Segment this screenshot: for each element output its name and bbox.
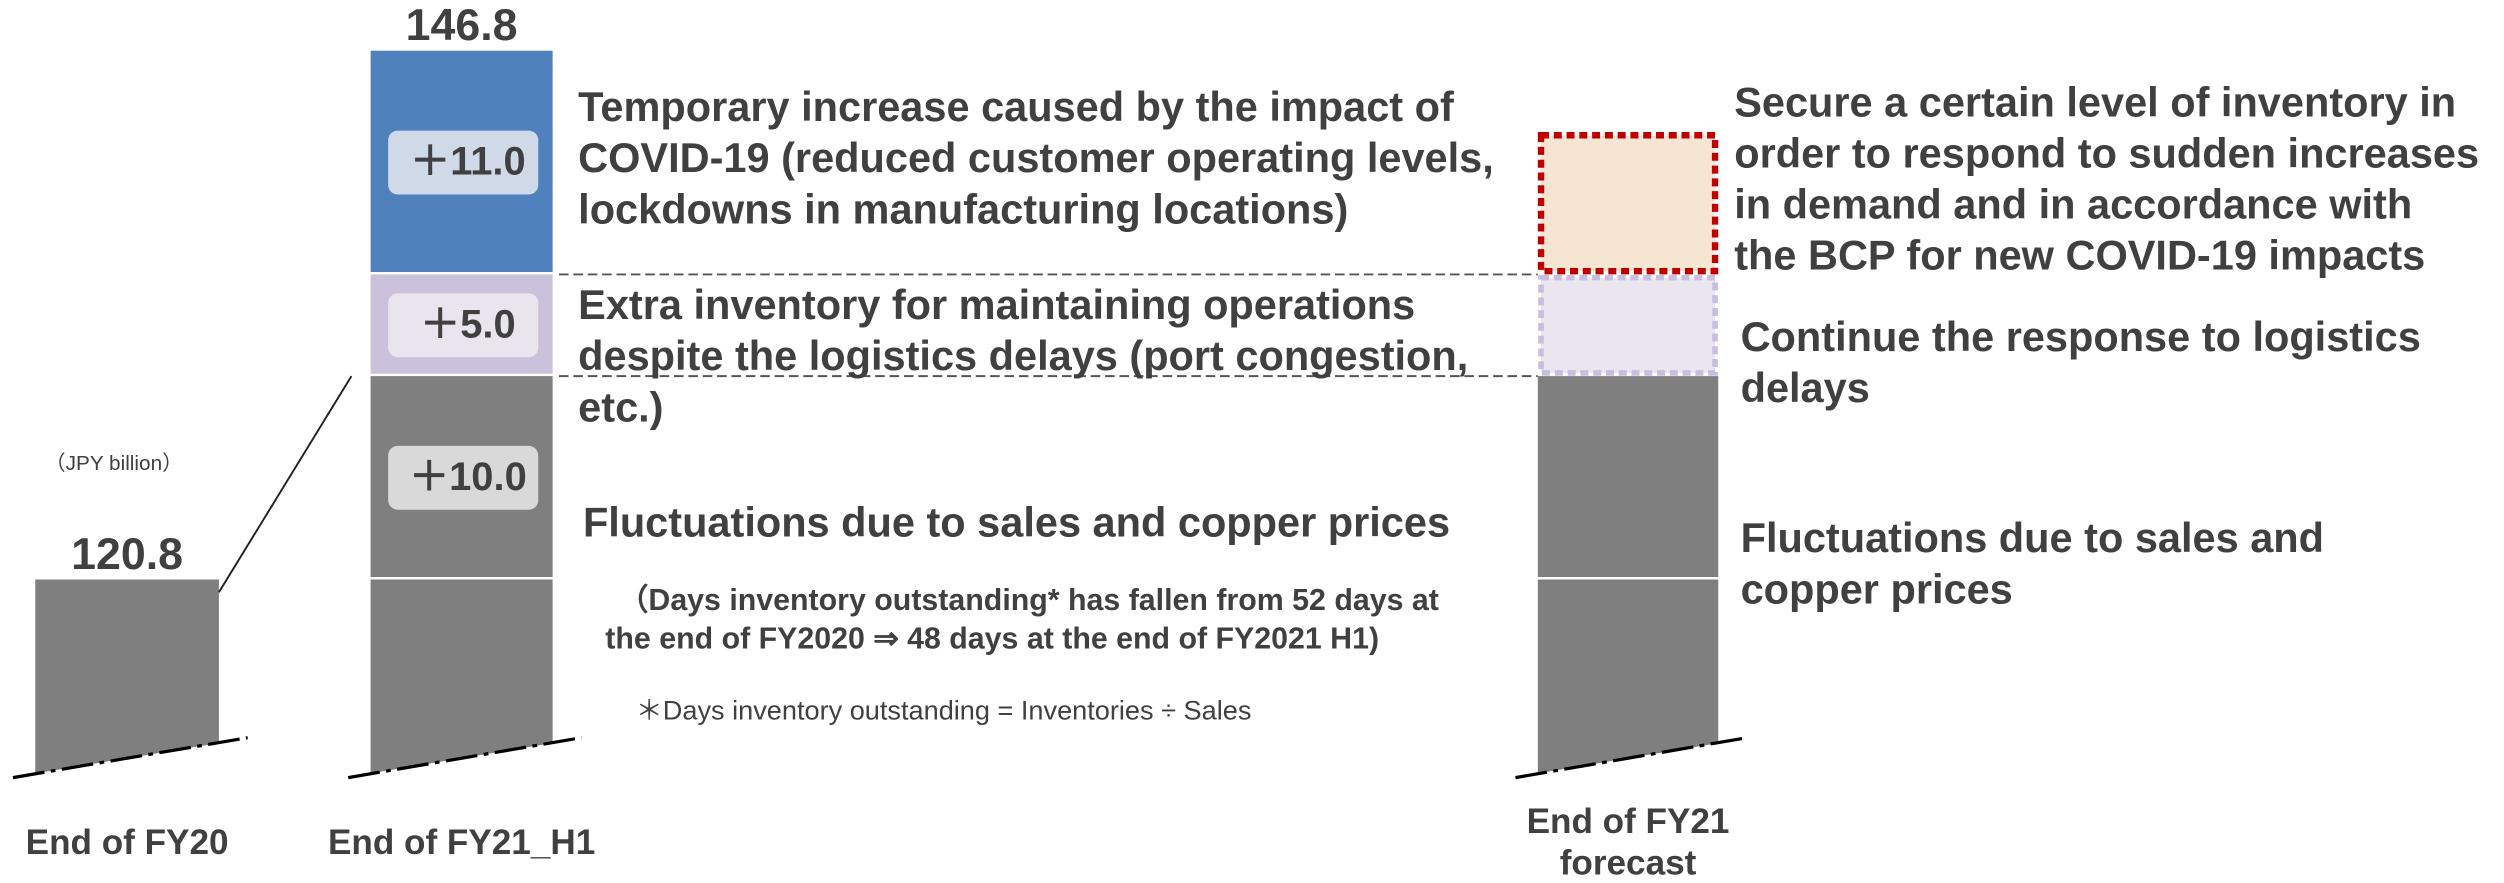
annotation: copper prices	[1741, 565, 2013, 612]
value-label-box	[388, 130, 539, 195]
connector	[218, 375, 353, 593]
annotation: （Days inventory outstanding* has fallen …	[618, 583, 1439, 617]
total-label: 120.8	[71, 530, 183, 579]
value-label: ＋11.0	[410, 140, 525, 184]
unit-label: （JPY billion）	[45, 452, 183, 475]
bar-segment	[1537, 132, 1719, 275]
value-label: ＋10.0	[409, 455, 527, 499]
axis-break-mask	[1502, 736, 1760, 807]
axis-break	[12, 736, 248, 780]
total-label: 146.8	[406, 1, 518, 50]
value-label-box	[388, 445, 539, 510]
annotation: delays	[1741, 364, 1870, 411]
annotation: ＊Days inventory outstanding = Inventorie…	[636, 694, 1252, 725]
annotation: the end of FY2020 ⇒ 48 days at the end o…	[605, 622, 1379, 655]
axis-break	[1515, 736, 1748, 780]
bar-segment	[1538, 274, 1718, 376]
value-label: ＋5.0	[420, 302, 515, 346]
annotation: Temporary increase caused by the impact …	[578, 83, 1454, 130]
annotation: despite the logistics delays (port conge…	[578, 332, 1468, 379]
annotation: the BCP for new COVID-19 impacts	[1734, 232, 2425, 279]
axis-break-mask	[335, 736, 595, 807]
annotation: etc.)	[578, 383, 663, 430]
annotation: Continue the response to logistics	[1741, 313, 2421, 360]
annotation: COVID-19 (reduced customer operating lev…	[578, 134, 1494, 181]
annotation: in demand and in accordance with	[1734, 181, 2412, 228]
annotation: order to respond to sudden increases	[1734, 129, 2479, 176]
category-label: End of FY21_H1	[328, 823, 595, 862]
annotation: Extra inventory for maintaining operatio…	[578, 281, 1415, 328]
annotation: lockdowns in manufacturing locations)	[578, 185, 1348, 232]
value-label-box	[388, 293, 539, 358]
annotation: Fluctuations due to sales and copper pri…	[583, 498, 1450, 545]
category-label: forecast	[1560, 844, 1697, 883]
bar-segment	[1537, 376, 1719, 578]
annotation: Fluctuations due to sales and	[1741, 514, 2324, 561]
annotation: Secure a certain level of inventory in	[1734, 78, 2456, 125]
axis-break-mask	[0, 736, 261, 807]
category-label: End of FY21	[1527, 802, 1730, 841]
axis-break	[347, 736, 582, 780]
category-label: End of FY20	[26, 823, 229, 862]
